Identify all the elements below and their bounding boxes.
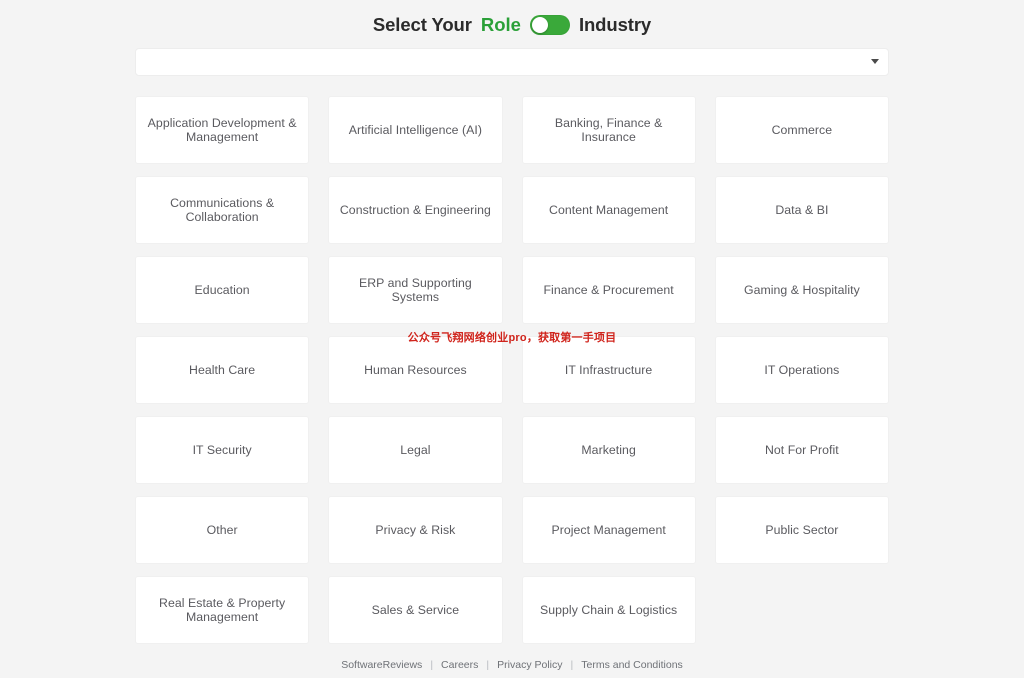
category-card[interactable]: Marketing <box>521 416 696 484</box>
category-card[interactable]: Public Sector <box>714 496 889 564</box>
footer-link-softwarereviews[interactable]: SoftwareReviews <box>341 659 423 671</box>
footer-link-terms-and-conditions[interactable]: Terms and Conditions <box>581 659 683 671</box>
category-card-label: IT Security <box>192 442 252 457</box>
page-title: Select Your Role Industry <box>373 12 651 38</box>
footer: SoftwareReviews | Careers | Privacy Poli… <box>0 659 1024 671</box>
category-card-label: Other <box>206 522 238 537</box>
category-card-label: Public Sector <box>765 522 839 537</box>
category-card-label: Data & BI <box>775 202 829 217</box>
role-industry-select[interactable] <box>135 48 889 76</box>
category-card-label: Gaming & Hospitality <box>743 282 860 297</box>
category-card[interactable]: Real Estate & Property Management <box>135 576 310 644</box>
footer-link-privacy-policy[interactable]: Privacy Policy <box>497 659 563 671</box>
category-grid: Application Development & Management Art… <box>135 96 889 644</box>
category-card[interactable]: Construction & Engineering <box>328 176 503 244</box>
category-card-label: Real Estate & Property Management <box>159 595 286 624</box>
category-card[interactable]: ERP and Supporting Systems <box>328 256 503 324</box>
category-card[interactable]: Other <box>135 496 310 564</box>
category-card-label: Health Care <box>189 362 256 377</box>
footer-link-careers[interactable]: Careers <box>441 659 479 671</box>
category-card-label: Marketing <box>581 442 636 457</box>
category-card-label: Communications & Collaboration <box>170 195 275 224</box>
category-card[interactable]: Data & BI <box>714 176 889 244</box>
category-card[interactable]: IT Security <box>135 416 310 484</box>
toggle-knob <box>531 17 548 33</box>
category-card-label: Privacy & Risk <box>375 522 456 537</box>
category-card[interactable]: IT Infrastructure <box>521 336 696 404</box>
category-card-label: Content Management <box>549 202 669 217</box>
role-industry-toggle[interactable] <box>529 15 570 35</box>
category-card-label: Application Development & Management <box>147 115 297 144</box>
category-card[interactable]: Content Management <box>521 176 696 244</box>
category-card[interactable]: Sales & Service <box>328 576 503 644</box>
category-card-label: Education <box>194 282 250 297</box>
title-role-highlight: Role <box>480 13 521 35</box>
category-card-label: Banking, Finance & Insurance <box>554 115 663 144</box>
category-card[interactable]: Not For Profit <box>714 416 889 484</box>
category-card[interactable]: Finance & Procurement <box>521 256 696 324</box>
category-card[interactable]: Commerce <box>714 96 889 164</box>
category-card[interactable]: Privacy & Risk <box>328 496 503 564</box>
category-card[interactable]: Health Care <box>135 336 310 404</box>
category-card[interactable]: Communications & Collaboration <box>135 176 310 244</box>
title-prefix: Select Your <box>372 13 472 35</box>
footer-separator: | <box>570 659 574 671</box>
category-card-label: IT Infrastructure <box>564 362 653 377</box>
category-card-label: Commerce <box>771 122 833 137</box>
title-suffix: Industry <box>578 13 652 35</box>
category-card-label: Finance & Procurement <box>543 282 674 297</box>
category-card-label: IT Operations <box>764 362 840 377</box>
footer-separator: | <box>430 659 434 671</box>
role-industry-select-wrapper <box>135 48 889 76</box>
category-card-label: ERP and Supporting Systems <box>358 275 472 304</box>
category-card-label: Sales & Service <box>371 602 460 617</box>
category-card[interactable]: Banking, Finance & Insurance <box>521 96 696 164</box>
category-card[interactable]: Supply Chain & Logistics <box>521 576 696 644</box>
category-card-label: Not For Profit <box>764 442 839 457</box>
category-card[interactable]: Education <box>135 256 310 324</box>
category-card[interactable]: IT Operations <box>714 336 889 404</box>
category-card-label: Legal <box>400 442 431 457</box>
category-card[interactable]: Artificial Intelligence (AI) <box>328 96 503 164</box>
category-card[interactable]: Legal <box>328 416 503 484</box>
category-card[interactable]: Project Management <box>521 496 696 564</box>
footer-separator: | <box>486 659 490 671</box>
category-card[interactable]: Application Development & Management <box>135 96 310 164</box>
category-card-label: Artificial Intelligence (AI) <box>348 122 483 137</box>
category-card[interactable]: Gaming & Hospitality <box>714 256 889 324</box>
category-card-label: Supply Chain & Logistics <box>540 602 678 617</box>
category-card-label: Human Resources <box>364 362 467 377</box>
category-card-label: Project Management <box>551 522 666 537</box>
category-card[interactable]: Human Resources <box>328 336 503 404</box>
category-card-label: Construction & Engineering <box>339 202 491 217</box>
